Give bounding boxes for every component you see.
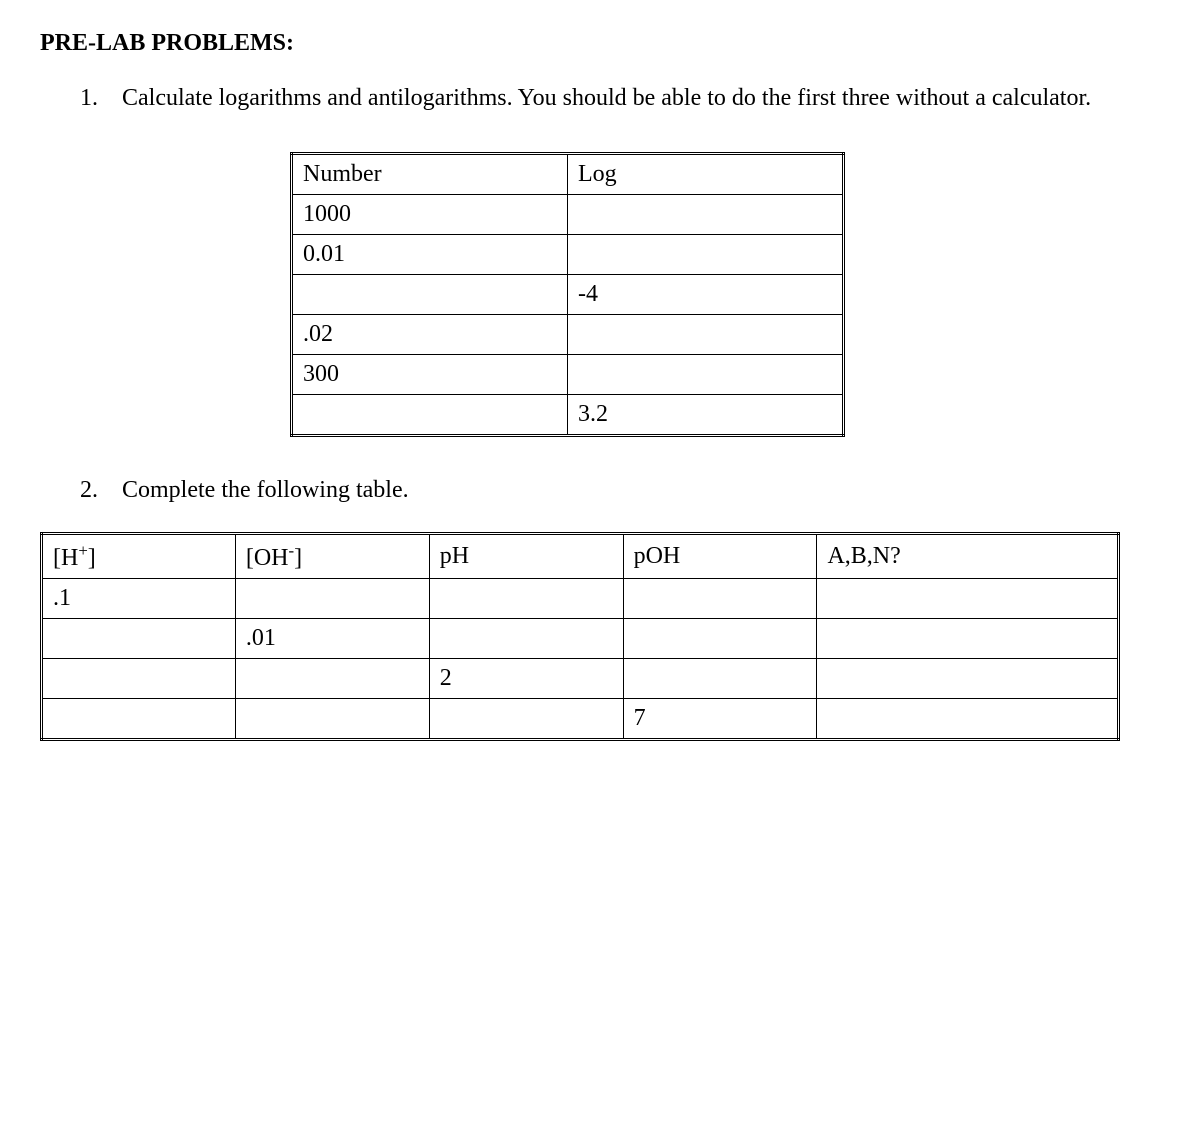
log-table: Number Log 1000 0.01 -4 .02 300 3.2 [290,152,845,437]
table-row: .02 [292,315,844,355]
cell-log [568,315,844,355]
log-table-header-log: Log [568,154,844,195]
section-heading: PRE-LAB PROBLEMS: [40,30,1160,57]
cell-h [42,659,236,699]
cell-number [292,395,568,436]
cell-ph [429,619,623,659]
ph-table-header-h: [H+] [42,534,236,579]
cell-oh [235,659,429,699]
cell-abn [817,579,1119,619]
table-row: 3.2 [292,395,844,436]
log-table-header-number: Number [292,154,568,195]
problem-1-number: 1. [80,85,122,112]
ph-table-header-ph: pH [429,534,623,579]
cell-number: 1000 [292,195,568,235]
cell-number: 0.01 [292,235,568,275]
table-row: 7 [42,699,1119,740]
ph-table-header-abn: A,B,N? [817,534,1119,579]
cell-log: -4 [568,275,844,315]
table-row: 0.01 [292,235,844,275]
cell-h [42,699,236,740]
cell-oh: .01 [235,619,429,659]
cell-poh: 7 [623,699,817,740]
cell-h: .1 [42,579,236,619]
cell-log [568,355,844,395]
table-row: -4 [292,275,844,315]
table-row: 300 [292,355,844,395]
cell-number [292,275,568,315]
problem-2-text: Complete the following table. [122,477,1160,504]
cell-poh [623,579,817,619]
table-row: 1000 [292,195,844,235]
cell-abn [817,619,1119,659]
cell-abn [817,659,1119,699]
cell-ph [429,699,623,740]
problem-2: 2. Complete the following table. [H+] [O… [40,477,1160,741]
table-row: .1 [42,579,1119,619]
cell-poh [623,659,817,699]
problem-2-number: 2. [80,477,122,504]
ph-table-header-oh: [OH-] [235,534,429,579]
cell-oh [235,579,429,619]
cell-ph [429,579,623,619]
cell-abn [817,699,1119,740]
cell-oh [235,699,429,740]
cell-log [568,235,844,275]
ph-table: [H+] [OH-] pH pOH A,B,N? .1 .01 2 [40,532,1120,741]
cell-number: .02 [292,315,568,355]
cell-log: 3.2 [568,395,844,436]
problem-1-text: Calculate logarithms and antilogarithms.… [122,85,1160,112]
cell-poh [623,619,817,659]
table-row: .01 [42,619,1119,659]
table-row: 2 [42,659,1119,699]
cell-ph: 2 [429,659,623,699]
ph-table-header-poh: pOH [623,534,817,579]
cell-log [568,195,844,235]
cell-h [42,619,236,659]
cell-number: 300 [292,355,568,395]
problem-1: 1. Calculate logarithms and antilogarith… [80,85,1160,437]
